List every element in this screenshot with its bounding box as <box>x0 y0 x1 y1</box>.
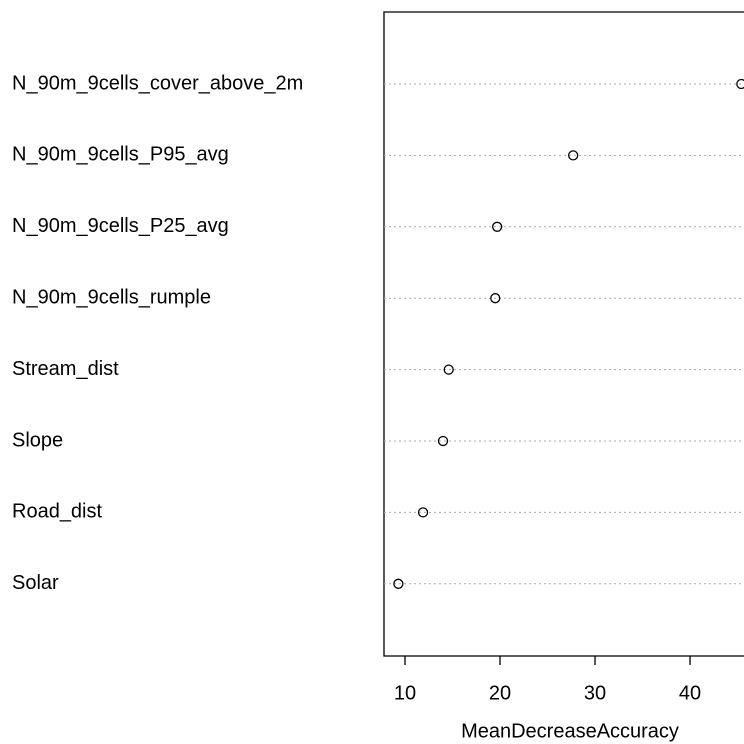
y-tick-label: Slope <box>12 429 63 451</box>
dot <box>393 578 404 589</box>
plot-frame <box>383 11 744 657</box>
x-tick-label: 20 <box>489 682 511 704</box>
dot <box>492 221 503 232</box>
y-tick-label: N_90m_9cells_cover_above_2m <box>12 72 303 94</box>
y-tick-label: N_90m_9cells_P25_avg <box>12 215 229 237</box>
x-axis-label: MeanDecreaseAccuracy <box>461 720 679 742</box>
dot <box>443 364 454 375</box>
dot <box>736 78 744 90</box>
dot <box>437 435 449 447</box>
dot <box>490 293 501 304</box>
x-tick-label: 10 <box>394 682 416 704</box>
y-tick-label: Stream_dist <box>12 358 119 380</box>
x-tick-label: 30 <box>584 682 606 704</box>
dot <box>568 150 579 161</box>
y-tick-label: N_90m_9cells_P95_avg <box>12 144 229 166</box>
y-tick-label: N_90m_9cells_rumple <box>12 286 211 308</box>
y-tick-label: Solar <box>12 572 59 594</box>
x-tick-label: 40 <box>679 682 701 704</box>
y-tick-label: Road_dist <box>12 501 103 523</box>
dot <box>417 507 429 518</box>
